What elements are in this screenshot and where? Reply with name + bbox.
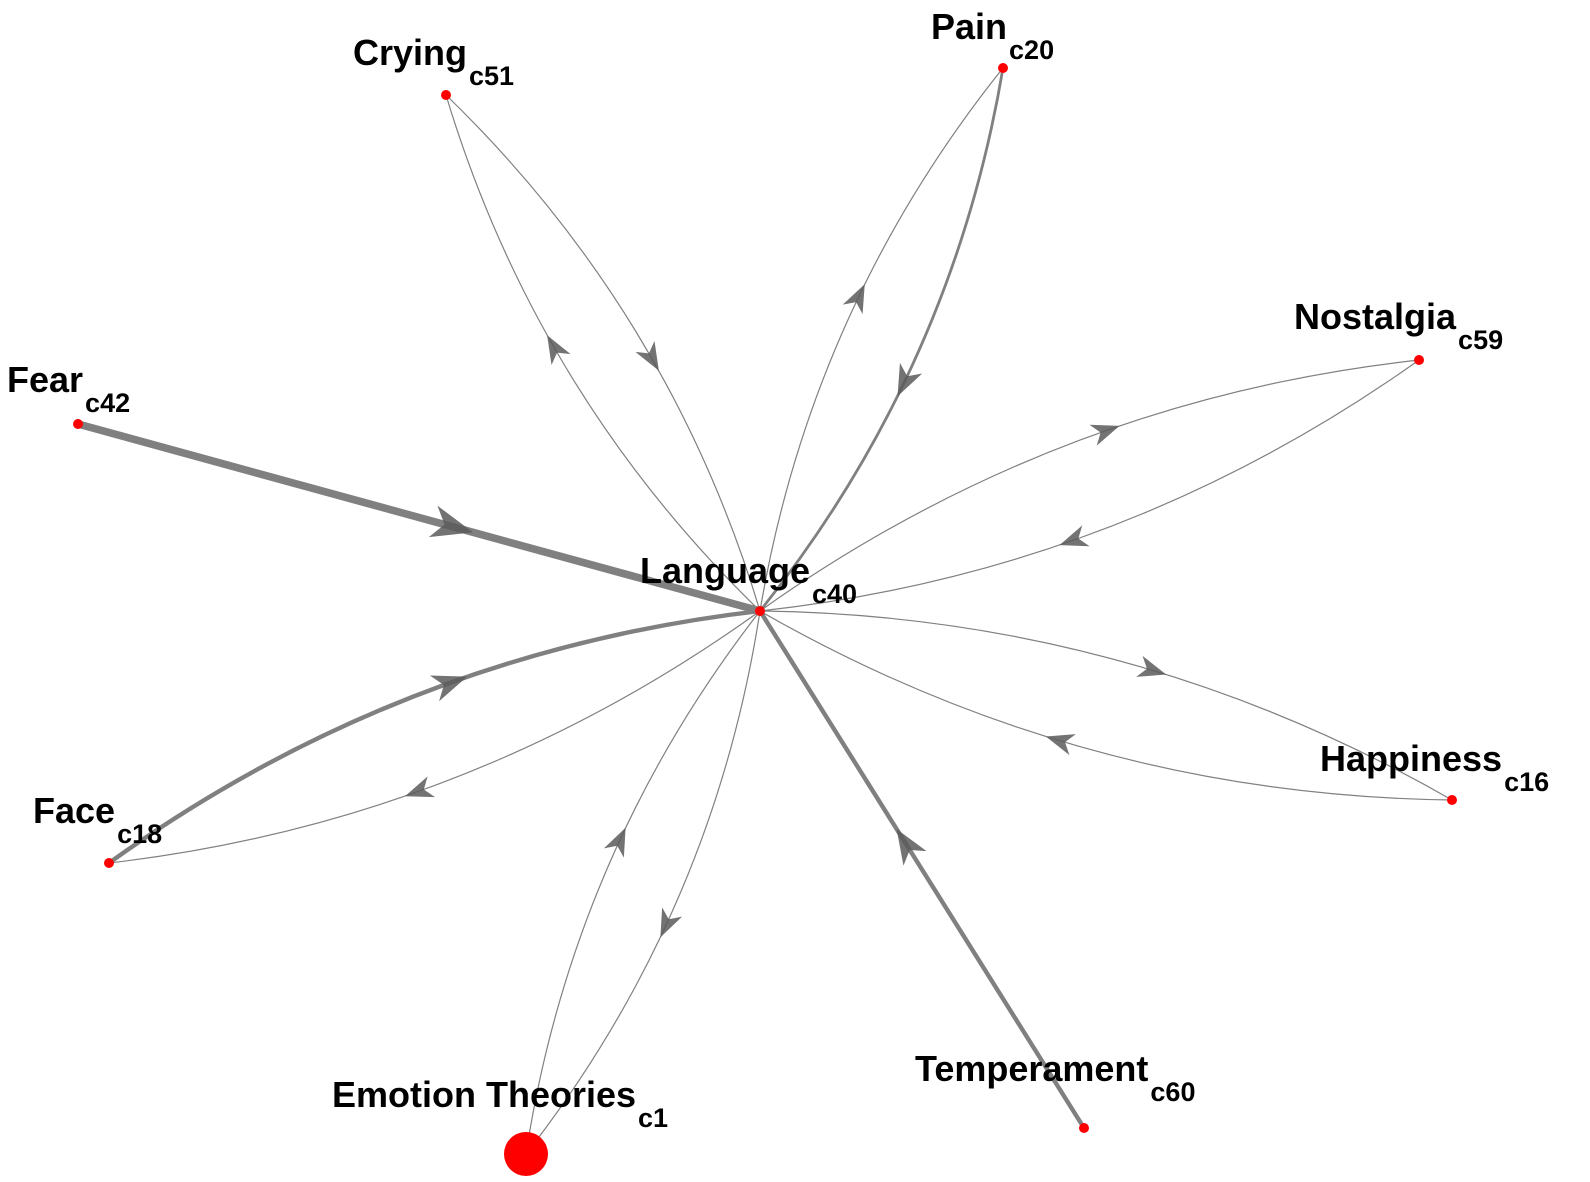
node-label-happiness: Happinessc16 [1320,738,1549,797]
arrowhead-crying-to-language [635,340,659,371]
node-crying [441,90,451,100]
arrowhead-language-to-happiness [1136,655,1167,677]
arrowhead-language-to-emotion-theories [660,907,683,938]
nodes-layer [73,63,1457,1176]
arrowhead-temperament-to-language [896,828,927,866]
node-fear [73,419,83,429]
node-label-emotion-theories: Emotion Theoriesc1 [332,1074,668,1133]
arrowhead-language-to-face [404,776,436,798]
edge-language-to-nostalgia [759,359,1420,612]
edge-fear-to-language [74,420,764,615]
arrowhead-face-to-language [429,675,468,702]
edge-language-to-crying [445,94,761,612]
edge-temperament-to-language [757,608,1087,1131]
edge-language-to-happiness [759,610,1453,801]
arrowhead-language-to-crying [547,335,571,366]
node-pain [998,63,1008,73]
node-label-temperament: Temperamentc60 [915,1048,1195,1107]
edge-happiness-to-language [759,610,1453,801]
node-nostalgia [1414,355,1424,365]
edge-language-to-pain [759,67,1004,612]
arrowhead-fear-to-language [428,505,474,538]
node-label-fear: Fearc42 [7,359,130,418]
node-temperament [1079,1123,1089,1133]
arrowhead-nostalgia-to-language [1059,525,1090,547]
arrowhead-happiness-to-language [1045,734,1076,756]
edge-crying-to-language [445,94,761,612]
node-label-pain: Painc20 [931,6,1054,65]
labels-layer: Languagec40 Cryingc51 Painc20 Nostalgiac… [7,6,1549,1133]
node-emotion-theories [504,1132,548,1176]
node-label-language: Languagec40 [640,550,857,609]
arrowhead-emotion-theories-to-language [603,827,626,858]
node-label-crying: Cryingc51 [353,32,514,91]
arrowhead-language-to-nostalgia [1089,424,1120,446]
edge-face-to-language [106,608,763,866]
node-face [104,858,114,868]
edge-emotion-theories-to-language [525,610,761,1155]
arrowhead-language-to-pain [842,284,865,315]
edge-pain-to-language [758,66,1005,613]
arrowhead-pain-to-language [897,362,923,397]
edge-language-to-emotion-theories [525,610,761,1155]
node-happiness [1447,795,1457,805]
node-label-nostalgia: Nostalgiac59 [1294,296,1503,355]
node-label-face: Facec18 [33,790,162,849]
edge-language-to-face [108,610,761,864]
edges-layer [74,66,1453,1155]
node-language [755,606,765,616]
edge-nostalgia-to-language [759,359,1420,612]
